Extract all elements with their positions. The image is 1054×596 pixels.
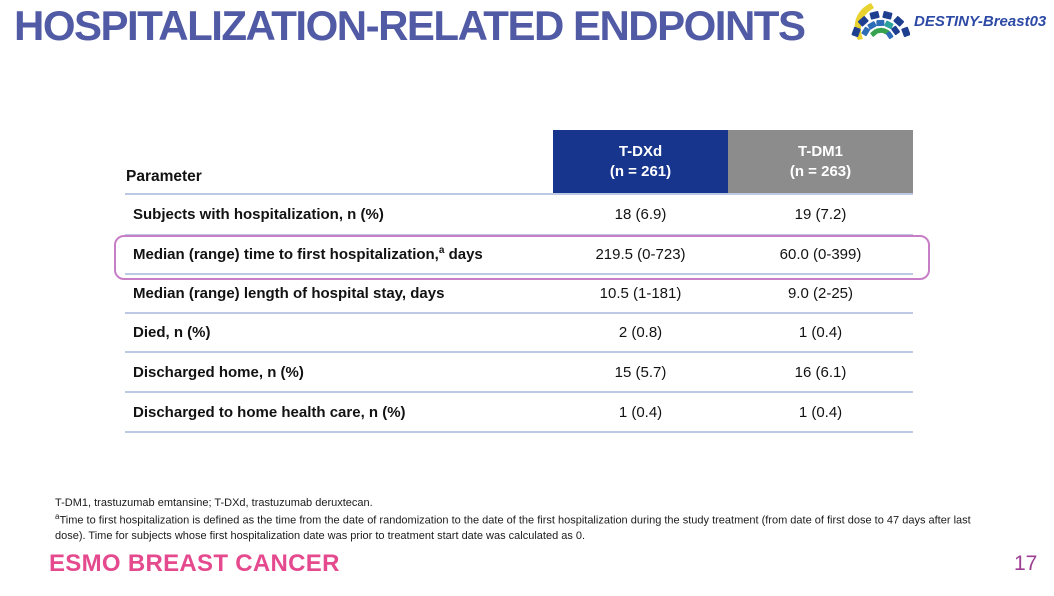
tdxd-arm-label: T-DXd xyxy=(618,143,663,160)
column-header-tdm1: T-DM1 (n = 263) xyxy=(728,130,913,195)
row-label-superscript: a xyxy=(438,245,445,256)
table-cell-tdm1: 1 (0.4) xyxy=(728,314,913,353)
table-row-label: Subjects with hospitalization, n (%) xyxy=(125,195,553,236)
table-cell-tdxd: 10.5 (1-181) xyxy=(553,275,728,314)
table-row-label: Median (range) length of hospital stay, … xyxy=(125,275,553,314)
study-badge: DESTINY-Breast03 xyxy=(848,1,1046,41)
tdm1-arm-n: (n = 263) xyxy=(789,162,852,180)
table-cell-tdxd: 2 (0.8) xyxy=(553,314,728,353)
table-cell-tdm1: 19 (7.2) xyxy=(728,195,913,236)
tdxd-arm-n: (n = 261) xyxy=(609,162,672,180)
footnote-abbreviations: T-DM1, trastuzumab emtansine; T-DXd, tra… xyxy=(55,497,373,509)
destiny-fan-logo-icon xyxy=(851,3,910,40)
study-name-label: DESTINY-Breast03 xyxy=(914,12,1047,30)
table-cell-tdm1: 16 (6.1) xyxy=(728,353,913,393)
row-label-text: Discharged home, n (%) xyxy=(133,363,304,381)
page-title: HOSPITALIZATION-RELATED ENDPOINTS xyxy=(14,2,806,49)
table-cell-tdxd: 219.5 (0-723) xyxy=(553,236,728,275)
page-number: 17 xyxy=(1014,552,1038,575)
table-cell-tdm1: 9.0 (2-25) xyxy=(728,275,913,314)
row-label-rest: days xyxy=(444,246,483,263)
column-header-tdxd: T-DXd (n = 261) xyxy=(553,130,728,195)
row-label-text: Median (range) length of hospital stay, … xyxy=(133,285,445,302)
row-label-text: Died, n (%) xyxy=(133,324,211,341)
table-row-label: Discharged home, n (%) xyxy=(125,353,553,393)
tdm1-arm-label: T-DM1 xyxy=(798,143,843,160)
table-cell-tdxd: 15 (5.7) xyxy=(553,353,728,393)
footnote-superscript-a: a xyxy=(55,512,60,522)
table-row-label: Died, n (%) xyxy=(125,314,553,353)
row-label-text: Median (range) time to first hospitaliza… xyxy=(133,245,483,264)
hospitalization-endpoints-table: Parameter T-DXd (n = 261) T-DM1 (n = 263… xyxy=(125,130,913,433)
footnotes: T-DM1, trastuzumab emtansine; T-DXd, tra… xyxy=(55,496,993,545)
esmo-breast-cancer-logo: ESMO BREAST CANCER xyxy=(49,550,340,577)
footnote-definition: aTime to first hospitalization is define… xyxy=(55,511,993,544)
table-row-label: Discharged to home health care, n (%) xyxy=(125,393,553,433)
row-label-text: Discharged to home health care, n (%) xyxy=(133,403,406,421)
column-header-parameter: Parameter xyxy=(125,130,553,195)
table-row-label: Median (range) time to first hospitaliza… xyxy=(125,236,553,275)
table-cell-tdm1: 1 (0.4) xyxy=(728,393,913,433)
footnote-definition-text: Time to first hospitalization is defined… xyxy=(55,515,971,543)
table-cell-tdxd: 18 (6.9) xyxy=(553,195,728,236)
table-cell-tdxd: 1 (0.4) xyxy=(553,393,728,433)
row-label-main: Median (range) time to first hospitaliza… xyxy=(133,246,439,263)
row-label-text: Subjects with hospitalization, n (%) xyxy=(133,206,384,223)
table-cell-tdm1: 60.0 (0-399) xyxy=(728,236,913,275)
